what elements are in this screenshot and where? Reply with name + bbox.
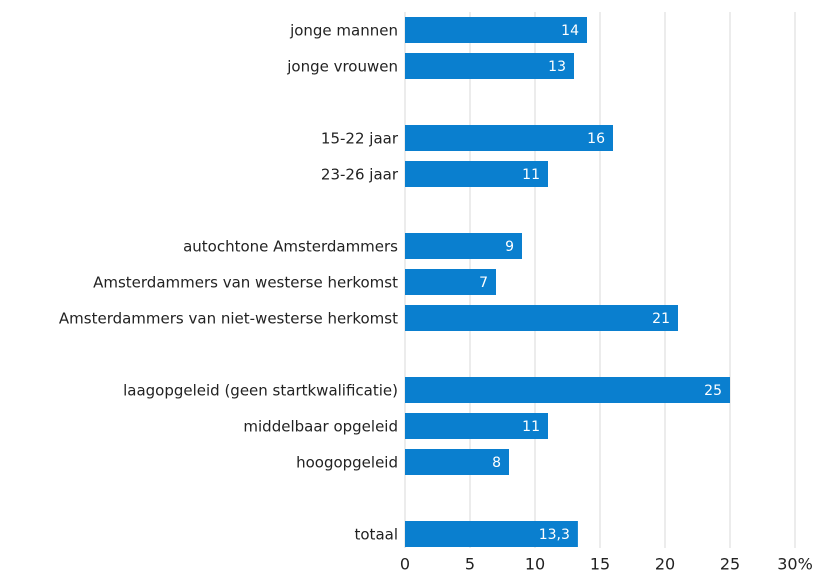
y-tick-label: 15-22 jaar xyxy=(321,130,399,148)
bar xyxy=(405,53,574,79)
bar xyxy=(405,161,548,187)
data-label: 11 xyxy=(522,419,540,435)
bar xyxy=(405,449,509,475)
y-tick-label: totaal xyxy=(355,526,399,544)
x-tick-label: 0 xyxy=(400,555,410,574)
x-tick-label: 20 xyxy=(655,555,675,574)
data-label: 25 xyxy=(704,383,722,399)
y-tick-label: autochtone Amsterdammers xyxy=(183,238,398,256)
y-tick-label: Amsterdammers van westerse herkomst xyxy=(93,274,398,292)
data-label: 14 xyxy=(561,23,579,39)
data-label: 7 xyxy=(479,275,488,291)
bar xyxy=(405,269,496,295)
y-tick-label: 23-26 jaar xyxy=(321,166,399,184)
y-tick-label: jonge mannen xyxy=(289,22,398,40)
y-tick-label: hoogopgeleid xyxy=(296,454,398,472)
bar xyxy=(405,233,522,259)
bar xyxy=(405,377,730,403)
data-label: 11 xyxy=(522,167,540,183)
data-label: 21 xyxy=(652,311,670,327)
bar xyxy=(405,17,587,43)
y-tick-label: middelbaar opgeleid xyxy=(243,418,398,436)
x-tick-label: 5 xyxy=(465,555,475,574)
data-label: 13 xyxy=(548,59,566,75)
y-tick-label: jonge vrouwen xyxy=(286,58,398,76)
data-label: 13,3 xyxy=(539,527,570,543)
bar xyxy=(405,521,578,547)
y-tick-label: laagopgeleid (geen startkwalificatie) xyxy=(123,382,398,400)
bar xyxy=(405,125,613,151)
data-label: 16 xyxy=(587,131,605,147)
y-tick-label: Amsterdammers van niet-westerse herkomst xyxy=(59,310,398,328)
x-tick-label: 15 xyxy=(590,555,610,574)
bar xyxy=(405,305,678,331)
data-label: 9 xyxy=(505,239,514,255)
x-tick-label: 10 xyxy=(525,555,545,574)
x-tick-label: 25 xyxy=(720,555,740,574)
x-tick-label: 30% xyxy=(777,555,813,574)
data-label: 8 xyxy=(492,455,501,471)
bar xyxy=(405,413,548,439)
